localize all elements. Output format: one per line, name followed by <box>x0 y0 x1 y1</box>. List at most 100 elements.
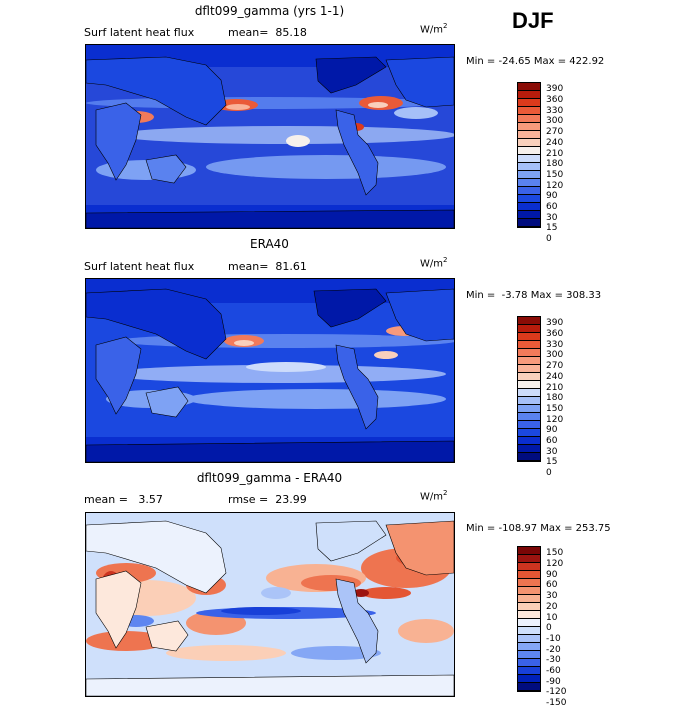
panel-1-title: dflt099_gamma (yrs 1-1) <box>194 4 345 18</box>
season-label: DJF <box>512 8 554 33</box>
colorbar-swatch <box>518 99 540 107</box>
panel-2-units: W/m2 <box>420 256 448 270</box>
tick-label: 270 <box>546 361 564 371</box>
colorbar-swatch <box>518 131 540 139</box>
tick-label: 90 <box>546 191 558 201</box>
tick-label: 120 <box>546 559 564 569</box>
panel-3-mean-label: mean = 3.57 <box>84 493 163 506</box>
colorbar-swatch <box>518 147 540 155</box>
panel-1-map <box>85 44 455 229</box>
panel-1-minmax: Min = -24.65 Max = 422.92 <box>466 56 605 67</box>
tick-label: 210 <box>546 149 564 159</box>
panel-2-title: ERA40 <box>250 237 289 251</box>
panel-2-colorbar <box>517 316 541 462</box>
panel-2-map <box>85 278 455 463</box>
tick-label: 210 <box>546 383 564 393</box>
tick-label: 180 <box>546 393 564 403</box>
tick-label: 150 <box>546 170 564 180</box>
colorbar-swatch <box>518 389 540 397</box>
colorbar-swatch <box>518 365 540 373</box>
colorbar-swatch <box>518 453 540 461</box>
tick-label: 30 <box>546 447 558 457</box>
tick-label: -150 <box>546 698 567 708</box>
panel-1-variable-label: Surf latent heat flux <box>84 26 195 39</box>
colorbar-swatch <box>518 667 540 675</box>
panel-2-minmax: Min = -3.78 Max = 308.33 <box>466 290 602 301</box>
colorbar-swatch <box>518 619 540 627</box>
tick-label: 0 <box>546 468 552 478</box>
tick-label: 360 <box>546 329 564 339</box>
panel-2-mean-label: mean= 81.61 <box>228 260 307 273</box>
tick-label: 240 <box>546 138 564 148</box>
tick-label: 300 <box>546 116 564 126</box>
colorbar-swatch <box>518 107 540 115</box>
colorbar-swatch <box>518 333 540 341</box>
panel-3-minmax: Min = -108.97 Max = 253.75 <box>466 523 611 534</box>
tick-label: 10 <box>546 613 558 623</box>
tick-label: 90 <box>546 425 558 435</box>
colorbar-swatch <box>518 445 540 453</box>
tick-label: 360 <box>546 95 564 105</box>
tick-label: -120 <box>546 687 567 697</box>
tick-label: 20 <box>546 602 558 612</box>
colorbar-swatch <box>518 195 540 203</box>
colorbar-swatch <box>518 179 540 187</box>
colorbar-swatch <box>518 683 540 691</box>
colorbar-swatch <box>518 413 540 421</box>
panel-1-colorbar-ticks: 390 360 330 300 270 240 210 180 150 120 … <box>546 82 586 244</box>
colorbar-swatch <box>518 603 540 611</box>
tick-label: 120 <box>546 181 564 191</box>
tick-label: 180 <box>546 159 564 169</box>
colorbar-swatch <box>518 627 540 635</box>
colorbar-swatch <box>518 325 540 333</box>
colorbar-swatch <box>518 659 540 667</box>
colorbar-swatch <box>518 587 540 595</box>
colorbar-swatch <box>518 155 540 163</box>
tick-label: 300 <box>546 350 564 360</box>
tick-label: 0 <box>546 234 552 244</box>
colorbar-swatch <box>518 555 540 563</box>
tick-label: 60 <box>546 436 558 446</box>
panel-3-map <box>85 512 455 697</box>
panel-1-colorbar <box>517 82 541 228</box>
colorbar-swatch <box>518 203 540 211</box>
colorbar-swatch <box>518 571 540 579</box>
tick-label: -60 <box>546 666 561 676</box>
colorbar-swatch <box>518 635 540 643</box>
colorbar-swatch <box>518 123 540 131</box>
tick-label: 150 <box>546 548 564 558</box>
tick-label: -10 <box>546 634 561 644</box>
colorbar-swatch <box>518 611 540 619</box>
colorbar-swatch <box>518 187 540 195</box>
colorbar-swatch <box>518 139 540 147</box>
panel-2-variable-label: Surf latent heat flux <box>84 260 195 273</box>
tick-label: 390 <box>546 318 564 328</box>
colorbar-swatch <box>518 643 540 651</box>
tick-label: 90 <box>546 570 558 580</box>
colorbar-swatch <box>518 381 540 389</box>
colorbar-swatch <box>518 579 540 587</box>
panel-2-map-svg <box>86 279 454 462</box>
colorbar-swatch <box>518 211 540 219</box>
tick-label: -90 <box>546 677 561 687</box>
panel-2-colorbar-ticks: 390 360 330 300 270 240 210 180 150 120 … <box>546 316 586 478</box>
colorbar-swatch <box>518 357 540 365</box>
tick-label: 60 <box>546 580 558 590</box>
panel-1-units: W/m2 <box>420 22 448 36</box>
tick-label: 15 <box>546 223 558 233</box>
colorbar-swatch <box>518 405 540 413</box>
tick-label: 270 <box>546 127 564 137</box>
colorbar-swatch <box>518 563 540 571</box>
colorbar-swatch <box>518 91 540 99</box>
colorbar-swatch <box>518 163 540 171</box>
colorbar-swatch <box>518 651 540 659</box>
panel-3-colorbar-ticks: 150 120 90 60 30 20 10 0 -10 -20 -30 -60… <box>546 546 586 708</box>
colorbar-swatch <box>518 171 540 179</box>
tick-label: 390 <box>546 84 564 94</box>
tick-label: 150 <box>546 404 564 414</box>
panel-3-rmse-label: rmse = 23.99 <box>228 493 307 506</box>
panel-3-title: dflt099_gamma - ERA40 <box>196 471 343 485</box>
colorbar-swatch <box>518 373 540 381</box>
panel-3-units: W/m2 <box>420 489 448 503</box>
tick-label: 330 <box>546 106 564 116</box>
